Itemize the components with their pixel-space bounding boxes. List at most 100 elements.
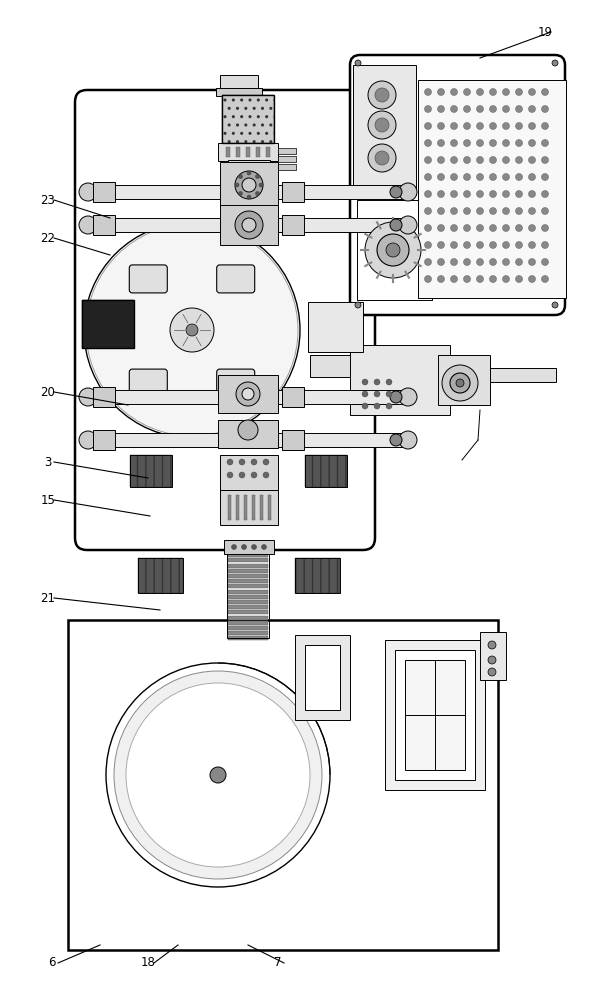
Circle shape	[256, 191, 259, 195]
Circle shape	[490, 89, 496, 96]
Circle shape	[374, 379, 380, 385]
Circle shape	[236, 382, 260, 406]
Bar	[226, 147, 230, 157]
Circle shape	[239, 459, 245, 465]
Circle shape	[463, 122, 471, 129]
Bar	[310, 355, 355, 377]
Circle shape	[437, 174, 445, 180]
Circle shape	[424, 225, 432, 232]
Circle shape	[424, 105, 432, 112]
Bar	[227, 548, 269, 638]
Bar	[228, 605, 268, 609]
Circle shape	[451, 105, 457, 112]
Circle shape	[79, 388, 97, 406]
Circle shape	[263, 472, 269, 478]
FancyBboxPatch shape	[350, 55, 565, 315]
Circle shape	[259, 183, 263, 187]
Circle shape	[529, 139, 535, 146]
Bar	[220, 490, 278, 525]
Bar	[228, 558, 268, 562]
Bar	[82, 300, 134, 348]
Circle shape	[451, 139, 457, 146]
Bar	[228, 574, 268, 578]
Circle shape	[424, 275, 432, 282]
Circle shape	[502, 156, 510, 163]
Bar	[308, 302, 363, 352]
Circle shape	[362, 391, 368, 397]
Bar	[228, 610, 268, 614]
Bar	[295, 558, 340, 593]
Circle shape	[502, 139, 510, 146]
Circle shape	[390, 391, 402, 403]
Circle shape	[437, 190, 445, 198]
Circle shape	[368, 81, 396, 109]
Circle shape	[424, 241, 432, 248]
Circle shape	[490, 174, 496, 180]
Bar	[88, 390, 408, 404]
Circle shape	[502, 105, 510, 112]
Circle shape	[515, 89, 523, 96]
Bar	[228, 569, 268, 573]
Bar	[480, 632, 506, 680]
Circle shape	[490, 190, 496, 198]
Bar	[228, 579, 268, 583]
Circle shape	[502, 208, 510, 215]
Circle shape	[541, 190, 549, 198]
Circle shape	[390, 434, 402, 446]
Bar	[305, 455, 347, 487]
Circle shape	[463, 139, 471, 146]
Circle shape	[515, 208, 523, 215]
Circle shape	[79, 431, 97, 449]
Circle shape	[424, 156, 432, 163]
Bar	[295, 635, 350, 720]
Bar	[220, 455, 278, 490]
Circle shape	[377, 234, 409, 266]
Circle shape	[450, 373, 470, 393]
Bar	[266, 147, 270, 157]
Circle shape	[476, 89, 484, 96]
Circle shape	[456, 379, 464, 387]
Circle shape	[126, 683, 310, 867]
Bar	[218, 375, 278, 413]
Circle shape	[437, 225, 445, 232]
Circle shape	[231, 544, 236, 550]
Bar	[405, 660, 465, 770]
Circle shape	[463, 258, 471, 265]
Bar	[216, 88, 262, 96]
Circle shape	[502, 190, 510, 198]
Circle shape	[463, 275, 471, 282]
Circle shape	[94, 186, 106, 198]
Circle shape	[476, 139, 484, 146]
Bar	[220, 162, 278, 207]
Bar	[282, 430, 304, 450]
Bar	[295, 558, 340, 593]
Circle shape	[375, 88, 389, 102]
Circle shape	[375, 118, 389, 132]
Bar	[93, 430, 115, 450]
Circle shape	[170, 308, 214, 352]
Circle shape	[227, 472, 233, 478]
Bar	[278, 148, 296, 154]
Circle shape	[355, 60, 361, 66]
Circle shape	[529, 225, 535, 232]
Bar	[138, 558, 183, 593]
Circle shape	[529, 122, 535, 129]
Circle shape	[256, 175, 259, 179]
Circle shape	[529, 208, 535, 215]
FancyBboxPatch shape	[217, 369, 255, 397]
Circle shape	[242, 178, 256, 192]
Circle shape	[239, 175, 242, 179]
Bar	[228, 626, 268, 630]
Circle shape	[375, 151, 389, 165]
Circle shape	[541, 225, 549, 232]
Circle shape	[437, 241, 445, 248]
FancyBboxPatch shape	[129, 369, 167, 397]
Bar	[260, 495, 263, 520]
FancyBboxPatch shape	[217, 265, 255, 293]
Circle shape	[399, 216, 417, 234]
Circle shape	[463, 156, 471, 163]
Circle shape	[79, 183, 97, 201]
Circle shape	[94, 434, 106, 446]
Circle shape	[490, 225, 496, 232]
Circle shape	[515, 174, 523, 180]
